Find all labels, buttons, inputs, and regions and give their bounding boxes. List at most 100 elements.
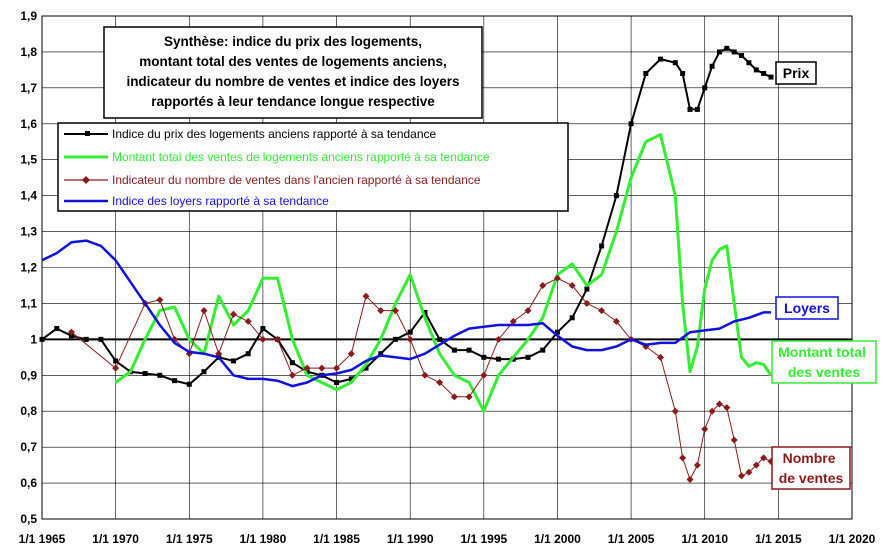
data-point (583, 299, 591, 307)
label-montant-line-2: des ventes (788, 364, 861, 380)
data-point (259, 335, 267, 343)
data-point (693, 461, 701, 469)
data-point (68, 333, 74, 339)
data-point (260, 326, 266, 332)
data-point (98, 336, 104, 342)
data-point (200, 307, 208, 315)
data-point (186, 381, 192, 387)
data-point (112, 364, 120, 372)
data-point (539, 281, 547, 289)
data-point (584, 286, 590, 292)
data-point (658, 56, 664, 62)
data-point (694, 106, 700, 112)
data-point (672, 60, 678, 66)
data-point (524, 307, 532, 315)
data-point (480, 371, 488, 379)
data-point (525, 354, 531, 360)
series-layer (39, 45, 775, 483)
data-point (245, 351, 251, 357)
data-point (466, 347, 472, 353)
y-tick-label: 1,8 (20, 45, 37, 59)
x-tick-label: 1/1 2015 (755, 532, 802, 546)
data-point (509, 317, 517, 325)
data-point (716, 49, 722, 55)
data-point (481, 354, 487, 360)
y-tick-label: 1,1 (20, 296, 37, 310)
legend-label-prix: Indice du prix des logements anciens rap… (112, 127, 437, 141)
data-point (377, 307, 385, 315)
y-tick-label: 0,7 (20, 440, 37, 454)
data-point (54, 326, 60, 332)
x-tick-label: 1/1 1965 (19, 532, 66, 546)
label-nombre-line-2: de ventes (779, 470, 844, 486)
data-point (554, 329, 560, 335)
label-loyers: Loyers (775, 296, 839, 320)
series-loyers (41, 239, 771, 388)
data-point (495, 335, 503, 343)
x-tick-label: 1/1 1985 (313, 532, 360, 546)
tick-labels: 0,5 0,6 0,7 0,8 0,9 1 1,1 1,2 1,3 1,4 1,5 1,6 1,7 1,8… (19, 9, 876, 546)
data-point (628, 121, 634, 127)
data-point (745, 468, 753, 476)
x-tick-label: 1/1 2000 (534, 532, 581, 546)
x-tick-label: 1/1 1975 (166, 532, 213, 546)
y-tick-label: 1,6 (20, 117, 37, 131)
plot-border (41, 15, 853, 520)
data-point (215, 350, 223, 358)
data-point (407, 329, 413, 335)
title-line-2: montant total des ventes de logements an… (139, 54, 447, 69)
y-tick-label: 1,7 (20, 81, 37, 95)
data-point (229, 310, 237, 318)
legend-item-montant: Montant total des ventes de logements an… (64, 150, 490, 164)
data-point (708, 407, 716, 415)
title-line-4: rapportés à leur tendance longue respect… (151, 94, 435, 109)
label-montant: Montant total des ventes (771, 340, 877, 384)
data-point (730, 436, 738, 444)
data-point (378, 351, 384, 357)
data-point (687, 106, 693, 112)
data-point (657, 353, 665, 361)
data-point (244, 317, 252, 325)
data-point (715, 400, 723, 408)
title-line-3: indicateur du nombre de ventes et indice… (126, 74, 459, 89)
y-tick-label: 0,8 (20, 404, 37, 418)
data-point (406, 335, 414, 343)
data-point (752, 461, 760, 469)
data-point (289, 360, 295, 366)
x-tick-label: 1/1 1970 (92, 532, 139, 546)
x-tick-label: 1/1 2020 (829, 532, 876, 546)
data-point (598, 307, 606, 315)
y-tick-label: 1,5 (20, 153, 37, 167)
data-point (437, 336, 443, 342)
data-point (334, 379, 340, 385)
data-point (157, 372, 163, 378)
data-point (761, 70, 767, 76)
data-point (451, 347, 457, 353)
legend-label-nombre: Indicateur du nombre de ventes dans l'an… (112, 173, 481, 187)
label-nombre: Nombre de ventes (771, 446, 851, 490)
data-point (333, 364, 341, 372)
data-point (709, 63, 715, 69)
legend: Indice du prix des logements anciens rap… (57, 122, 569, 212)
data-point (303, 364, 311, 372)
data-point (421, 371, 429, 379)
data-point (201, 369, 207, 375)
data-point (39, 336, 45, 342)
series-prix (39, 45, 774, 387)
data-point (746, 60, 752, 66)
legend-item-loyers: Indice des loyers rapporté à sa tendance (64, 194, 329, 208)
data-point (612, 317, 620, 325)
data-point (83, 336, 89, 342)
label-nombre-line-1: Nombre (783, 450, 836, 466)
y-tick-label: 0,6 (20, 476, 37, 490)
title-box: Synthèse: indice du prix des logements, … (103, 26, 483, 119)
legend-label-loyers: Indice des loyers rapporté à sa tendance (112, 194, 329, 208)
data-point (553, 274, 561, 282)
y-tick-label: 0,5 (20, 512, 37, 526)
data-point (450, 393, 458, 401)
y-tick-label: 1,9 (20, 9, 37, 23)
data-point (753, 67, 759, 73)
data-point (686, 475, 694, 483)
data-point (67, 328, 75, 336)
y-tick-label: 1 (30, 332, 37, 346)
